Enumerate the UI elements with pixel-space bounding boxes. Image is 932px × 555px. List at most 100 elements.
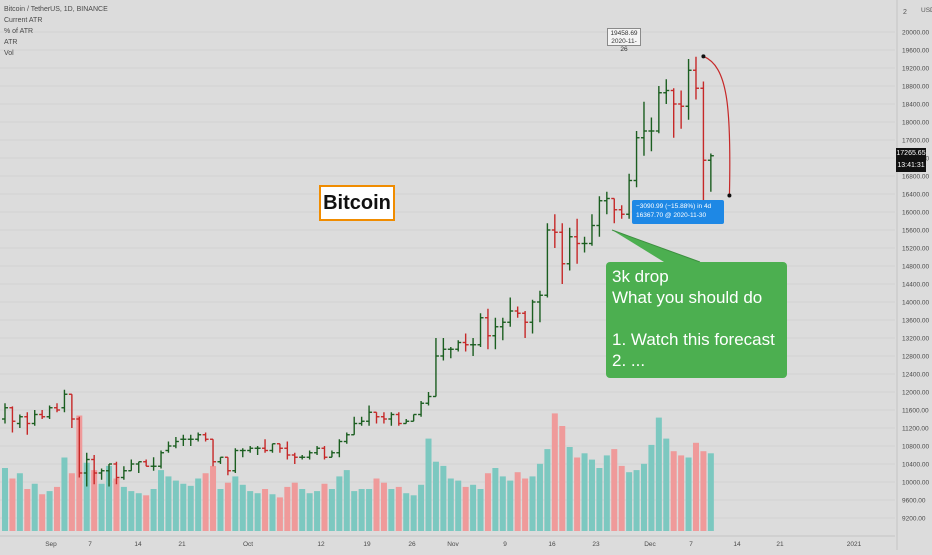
volume-bar bbox=[314, 491, 321, 531]
ohlc-bar bbox=[39, 410, 46, 419]
ohlc-bar bbox=[484, 308, 491, 350]
volume-bar bbox=[128, 491, 135, 531]
ohlc-bar bbox=[581, 236, 588, 253]
ohlc-bar bbox=[120, 466, 127, 480]
volume-bar bbox=[39, 494, 46, 531]
price-tick-label: 13600.00 bbox=[902, 318, 929, 325]
price-tick-label: 10800.00 bbox=[902, 444, 929, 451]
ohlc-bar bbox=[217, 456, 224, 464]
ohlc-bar bbox=[284, 441, 291, 460]
volume-bar bbox=[522, 478, 529, 531]
ohlc-bar bbox=[224, 456, 231, 476]
indicator-current-atr[interactable]: Current ATR bbox=[4, 17, 43, 24]
volume-bar bbox=[276, 497, 283, 531]
ohlc-bar bbox=[388, 412, 395, 426]
volume-bar bbox=[358, 489, 365, 531]
volume-bar bbox=[106, 465, 113, 531]
volume-bar bbox=[165, 476, 172, 531]
currency-label: USDT bbox=[921, 7, 932, 14]
price-tick-label: 18400.00 bbox=[902, 102, 929, 109]
volume-bar bbox=[574, 457, 581, 531]
measure-change: −3090.99 (−15.88%) in 4d bbox=[636, 203, 712, 210]
volume-bar bbox=[83, 462, 90, 531]
volume-bar bbox=[700, 451, 707, 531]
volume-bar bbox=[31, 483, 38, 531]
volume-bar bbox=[217, 489, 224, 531]
volume-bar bbox=[143, 495, 150, 531]
indicator-percent-atr[interactable]: % of ATR bbox=[4, 28, 34, 35]
ohlc-bar bbox=[618, 205, 625, 219]
volume-bar bbox=[581, 453, 588, 531]
volume-bar bbox=[432, 461, 439, 531]
ohlc-bar bbox=[16, 414, 23, 428]
ohlc-bar bbox=[76, 416, 83, 478]
volume-bar bbox=[9, 478, 16, 531]
volume-bar bbox=[447, 478, 454, 531]
ohlc-bar bbox=[135, 461, 142, 473]
volume-bar bbox=[418, 484, 425, 531]
volume-bar bbox=[440, 465, 447, 531]
measure-end: 16367.70 @ 2020-11-30 bbox=[636, 212, 707, 219]
ohlc-bar bbox=[611, 197, 618, 224]
volume-bar bbox=[551, 413, 558, 531]
ohlc-bar bbox=[418, 401, 425, 417]
volume-bar bbox=[529, 476, 536, 531]
time-tick-label: 7 bbox=[689, 541, 693, 548]
symbol-label[interactable]: Bitcoin / TetherUS, 1D, BINANCE bbox=[4, 6, 108, 13]
price-tick-label: 16000.00 bbox=[902, 210, 929, 217]
price-tick-label: 20000.00 bbox=[902, 30, 929, 37]
volume-bar bbox=[678, 455, 685, 531]
ohlc-bar bbox=[343, 432, 350, 444]
ohlc-bar bbox=[529, 299, 536, 334]
volume-bar bbox=[536, 463, 543, 531]
time-axis[interactable]: Sep 7 14 21 Oct 12 19 26 Nov 9 16 23 Dec 7 14 21 2021 bbox=[0, 535, 895, 548]
indicator-atr[interactable]: ATR bbox=[4, 39, 18, 46]
measure-result-label[interactable]: −3090.99 (−15.88%) in 4d 16367.70 @ 2020… bbox=[632, 200, 724, 224]
price-tick-label: 11200.00 bbox=[902, 426, 929, 433]
volume-bar bbox=[299, 489, 306, 531]
ohlc-bar bbox=[544, 223, 551, 298]
indicator-vol[interactable]: Vol bbox=[4, 50, 14, 57]
ohlc-bar bbox=[31, 410, 38, 426]
ohlc-bar bbox=[9, 406, 16, 433]
ohlc-bar bbox=[499, 317, 506, 341]
ohlc-bar bbox=[588, 214, 595, 246]
volume-bar bbox=[685, 457, 692, 531]
ohlc-bar bbox=[358, 416, 365, 426]
ohlc-bar bbox=[403, 419, 410, 425]
ohlc-bar bbox=[551, 214, 558, 248]
measure-start-point bbox=[701, 54, 706, 59]
volume-bar bbox=[291, 482, 298, 531]
volume-bar bbox=[262, 489, 269, 531]
ohlc-bar bbox=[61, 389, 68, 413]
forecast-callout[interactable]: 3k drop What you should do 1. Watch this… bbox=[606, 262, 787, 378]
ohlc-bar bbox=[462, 333, 469, 352]
bitcoin-title-annotation[interactable]: Bitcoin bbox=[319, 185, 395, 221]
ohlc-bar bbox=[91, 455, 98, 485]
volume-bar bbox=[343, 470, 350, 531]
volume-bar bbox=[559, 426, 566, 531]
volume-bar bbox=[596, 468, 603, 531]
volume-bar bbox=[172, 480, 179, 531]
ohlc-bar bbox=[306, 450, 313, 460]
price-candles bbox=[2, 56, 714, 487]
volume-bar bbox=[366, 489, 373, 531]
ohlc-bar bbox=[707, 153, 714, 192]
ohlc-bar bbox=[410, 413, 417, 422]
volume-bar bbox=[499, 476, 506, 531]
volume-bar bbox=[91, 470, 98, 531]
measure-start-label[interactable]: 19458.69 2020-11-26 bbox=[607, 28, 641, 53]
volume-bar bbox=[566, 447, 573, 531]
volume-bar bbox=[195, 478, 202, 531]
volume-bar bbox=[210, 465, 217, 531]
ohlc-bar bbox=[559, 223, 566, 284]
ohlc-bar bbox=[455, 340, 462, 352]
price-axis[interactable]: USDT 2 20000.00 19600.00 19200.00 18800.00 184… bbox=[896, 0, 932, 550]
ohlc-bar bbox=[373, 411, 380, 424]
price-axis-bg bbox=[897, 0, 932, 550]
price-tick-label: 15600.00 bbox=[902, 228, 929, 235]
volume-bar bbox=[648, 444, 655, 531]
volume-bar bbox=[373, 478, 380, 531]
